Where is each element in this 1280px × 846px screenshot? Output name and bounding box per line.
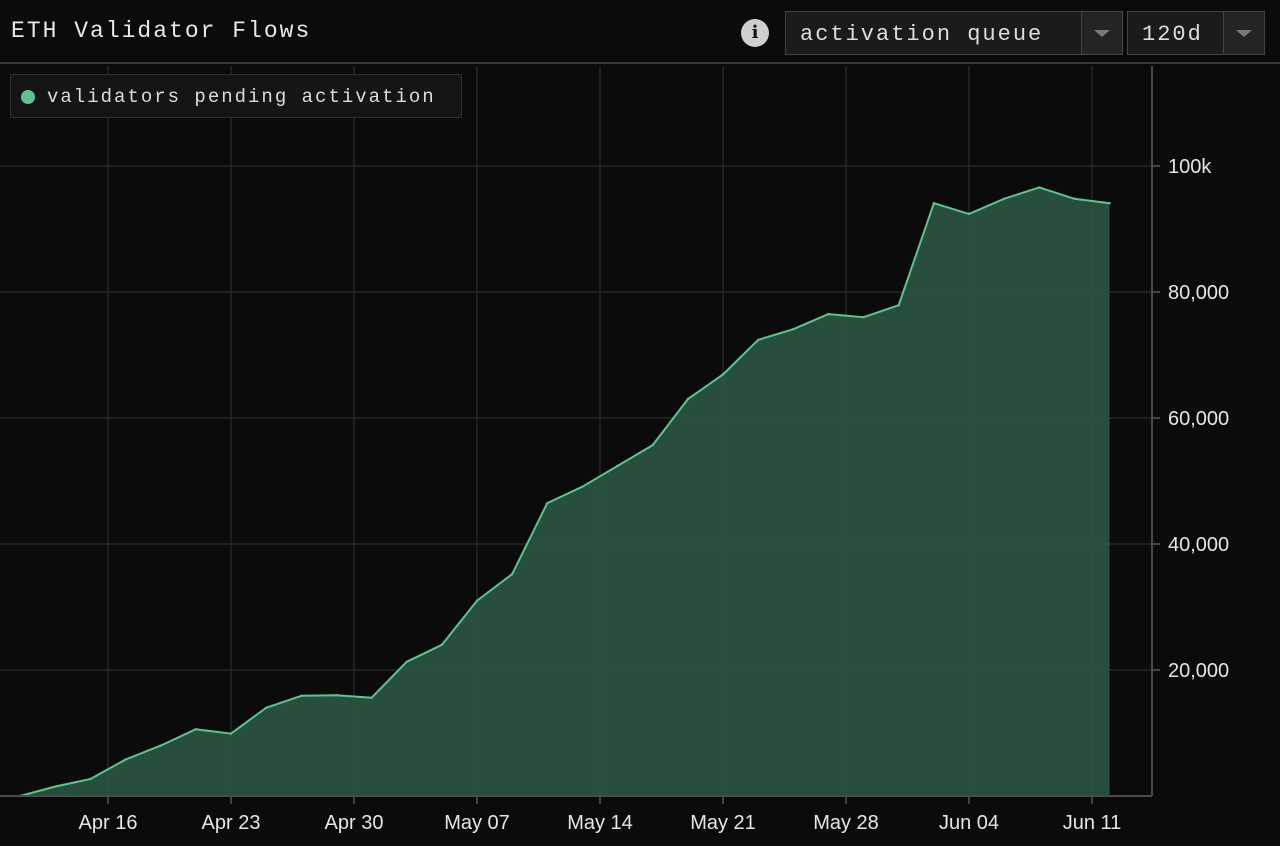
info-icon[interactable]: i [741,19,769,47]
metric-dropdown-value: activation queue [800,22,1044,47]
data-point [1073,197,1076,200]
range-dropdown-value: 120d [1142,22,1203,47]
chevron-down-icon[interactable] [1081,12,1122,54]
header-bar: ETH Validator Flows i activation queue 1… [0,0,1280,64]
y-tick-label: 80,000 [1168,282,1229,304]
data-point [264,706,268,709]
x-tick-label: Apr 16 [79,812,138,834]
data-point [546,501,549,505]
data-point [124,758,127,761]
data-point [792,327,795,331]
y-axis-ticks: 20,000 40,000 60,000 80,000 100k [1152,156,1229,682]
data-point [159,744,162,747]
data-point [581,485,584,488]
data-point [370,696,373,699]
x-tick-label: Jun 11 [1063,812,1122,834]
data-point [686,397,690,401]
data-point [897,304,900,307]
data-point [862,316,865,319]
x-tick-label: May 14 [567,812,633,834]
range-dropdown[interactable]: 120d [1127,11,1265,55]
x-tick-label: Jun 04 [939,812,999,834]
data-point [721,373,725,376]
legend-label: validators pending activation [47,86,436,108]
data-point [1002,197,1006,200]
data-point [194,728,198,731]
x-tick-label: Apr 30 [325,812,384,834]
y-tick-label: 100k [1168,156,1212,178]
data-point [405,660,408,664]
x-axis-ticks: Apr 16 Apr 23 Apr 30 May 07 May 14 May 21 May … [79,796,1122,834]
data-point [440,643,444,646]
data-point [89,777,92,781]
chevron-down-icon[interactable] [1223,12,1264,54]
data-point [510,573,514,576]
legend-swatch [21,90,35,104]
y-tick-label: 20,000 [1168,660,1229,682]
x-tick-label: May 07 [444,812,510,834]
x-tick-label: May 21 [690,812,756,834]
chart-axes [0,66,1153,797]
x-tick-label: May 28 [813,812,879,834]
series-line [19,186,1110,797]
data-point [229,732,233,735]
metric-dropdown[interactable]: activation queue [785,11,1123,55]
data-point [335,694,338,697]
series-area [20,187,1110,796]
y-tick-label: 40,000 [1168,534,1229,556]
data-point [54,785,57,788]
data-point [827,312,830,316]
data-point [616,464,619,468]
data-point [651,443,654,447]
y-tick-label: 60,000 [1168,408,1229,430]
page-title: ETH Validator Flows [11,18,312,44]
data-point [300,694,303,698]
data-point [1038,186,1041,189]
data-point [756,338,760,342]
data-point [967,212,971,216]
data-point [1108,201,1111,205]
chart-legend: validators pending activation [10,74,462,118]
data-point [475,599,479,602]
data-point [932,201,936,205]
x-tick-label: Apr 23 [202,812,261,834]
